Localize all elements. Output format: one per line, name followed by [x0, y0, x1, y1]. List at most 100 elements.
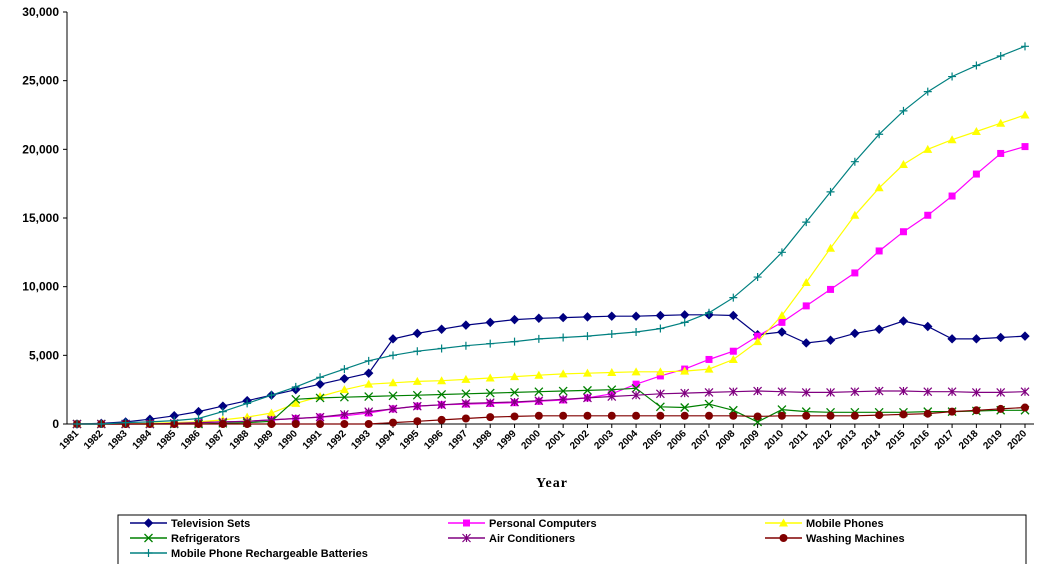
x-tick-label: 1995	[398, 428, 422, 452]
x-tick-label: 2004	[617, 428, 641, 452]
data-point	[802, 218, 811, 227]
data-point	[559, 411, 568, 420]
data-point	[607, 368, 617, 376]
data-point	[558, 394, 568, 404]
series-5	[73, 403, 1029, 428]
series-line	[77, 146, 1026, 425]
data-point	[875, 130, 884, 139]
data-point	[923, 409, 932, 418]
data-point	[485, 398, 495, 408]
data-point	[826, 243, 836, 252]
data-point	[875, 411, 884, 420]
data-point	[899, 410, 908, 419]
data-point	[704, 387, 714, 397]
data-point	[388, 378, 398, 387]
legend-marker	[144, 533, 153, 543]
series-2	[72, 110, 1030, 428]
data-point	[777, 311, 787, 320]
data-point	[947, 387, 957, 397]
x-tick-label: 1990	[276, 428, 300, 452]
data-point	[753, 412, 762, 421]
data-point	[534, 370, 544, 379]
x-tick-label: 1989	[252, 428, 276, 452]
data-point	[777, 405, 787, 415]
data-point	[948, 72, 957, 81]
x-tick-label: 1991	[301, 428, 325, 452]
x-tick-label: 1988	[228, 428, 252, 452]
data-point	[850, 157, 859, 166]
data-point	[315, 412, 325, 422]
data-point	[802, 302, 810, 310]
data-point	[583, 411, 592, 420]
data-point	[995, 332, 1006, 343]
x-tick-label: 2015	[884, 428, 908, 452]
data-point	[826, 187, 835, 196]
data-point	[656, 372, 664, 380]
data-point	[583, 393, 592, 403]
legend-marker	[779, 534, 788, 542]
data-point	[874, 324, 884, 334]
data-point	[801, 387, 811, 397]
data-point	[291, 398, 301, 407]
data-point	[291, 382, 300, 391]
x-tick-label: 1999	[495, 428, 519, 452]
data-point	[412, 401, 422, 411]
data-point	[874, 183, 884, 192]
data-point	[655, 402, 665, 412]
legend-label: Washing Machines	[806, 533, 905, 545]
x-tick-label: 1993	[349, 428, 373, 452]
data-point	[971, 387, 981, 397]
legend-item: Television Sets	[130, 518, 250, 530]
data-point	[558, 369, 568, 378]
data-point	[267, 420, 276, 428]
x-tick-label: 2013	[835, 428, 859, 452]
data-point	[924, 211, 932, 219]
legend-marker	[144, 549, 153, 557]
data-point	[461, 320, 471, 330]
data-point	[704, 399, 714, 409]
x-tick-label: 2007	[690, 428, 714, 452]
data-point	[729, 347, 737, 355]
x-tick-label: 2016	[908, 428, 932, 452]
data-point	[777, 411, 786, 420]
data-point	[534, 411, 543, 420]
data-point	[534, 313, 544, 323]
data-point	[534, 387, 544, 397]
data-point	[850, 210, 860, 219]
legend-marker	[143, 518, 154, 528]
x-tick-label: 1998	[471, 428, 495, 452]
legend-item: Refrigerators	[130, 533, 240, 545]
data-point	[777, 327, 787, 337]
data-point	[728, 310, 739, 321]
data-point	[1020, 387, 1030, 397]
y-tick-label: 5,000	[29, 348, 59, 362]
data-point	[461, 398, 471, 408]
data-point	[461, 414, 470, 423]
data-point	[73, 420, 81, 428]
data-point	[509, 314, 520, 325]
data-point	[607, 311, 617, 321]
x-tick-label: 2002	[568, 428, 592, 452]
data-point	[729, 411, 738, 420]
data-point	[121, 418, 130, 427]
data-point	[947, 135, 957, 144]
legend-item: Mobile Phones	[765, 518, 884, 530]
data-point	[923, 321, 933, 332]
data-point	[218, 407, 227, 416]
data-point	[680, 318, 689, 327]
series-line	[77, 390, 1026, 425]
data-point	[461, 374, 471, 383]
data-point	[485, 373, 495, 382]
x-tick-label: 1985	[155, 428, 179, 452]
x-tick-label: 1982	[82, 428, 106, 452]
x-tick-label: 1986	[179, 428, 203, 452]
data-point	[389, 351, 397, 360]
x-axis-ticks: 1981 1982 1983 1984 1985 1986 1987 1988 1989 1990…	[58, 424, 1029, 452]
data-point	[436, 324, 447, 334]
data-point	[364, 379, 374, 388]
data-point	[534, 396, 544, 406]
data-point	[243, 399, 252, 408]
data-point	[777, 248, 786, 257]
data-point	[510, 337, 519, 346]
y-tick-label: 20,000	[22, 142, 59, 156]
